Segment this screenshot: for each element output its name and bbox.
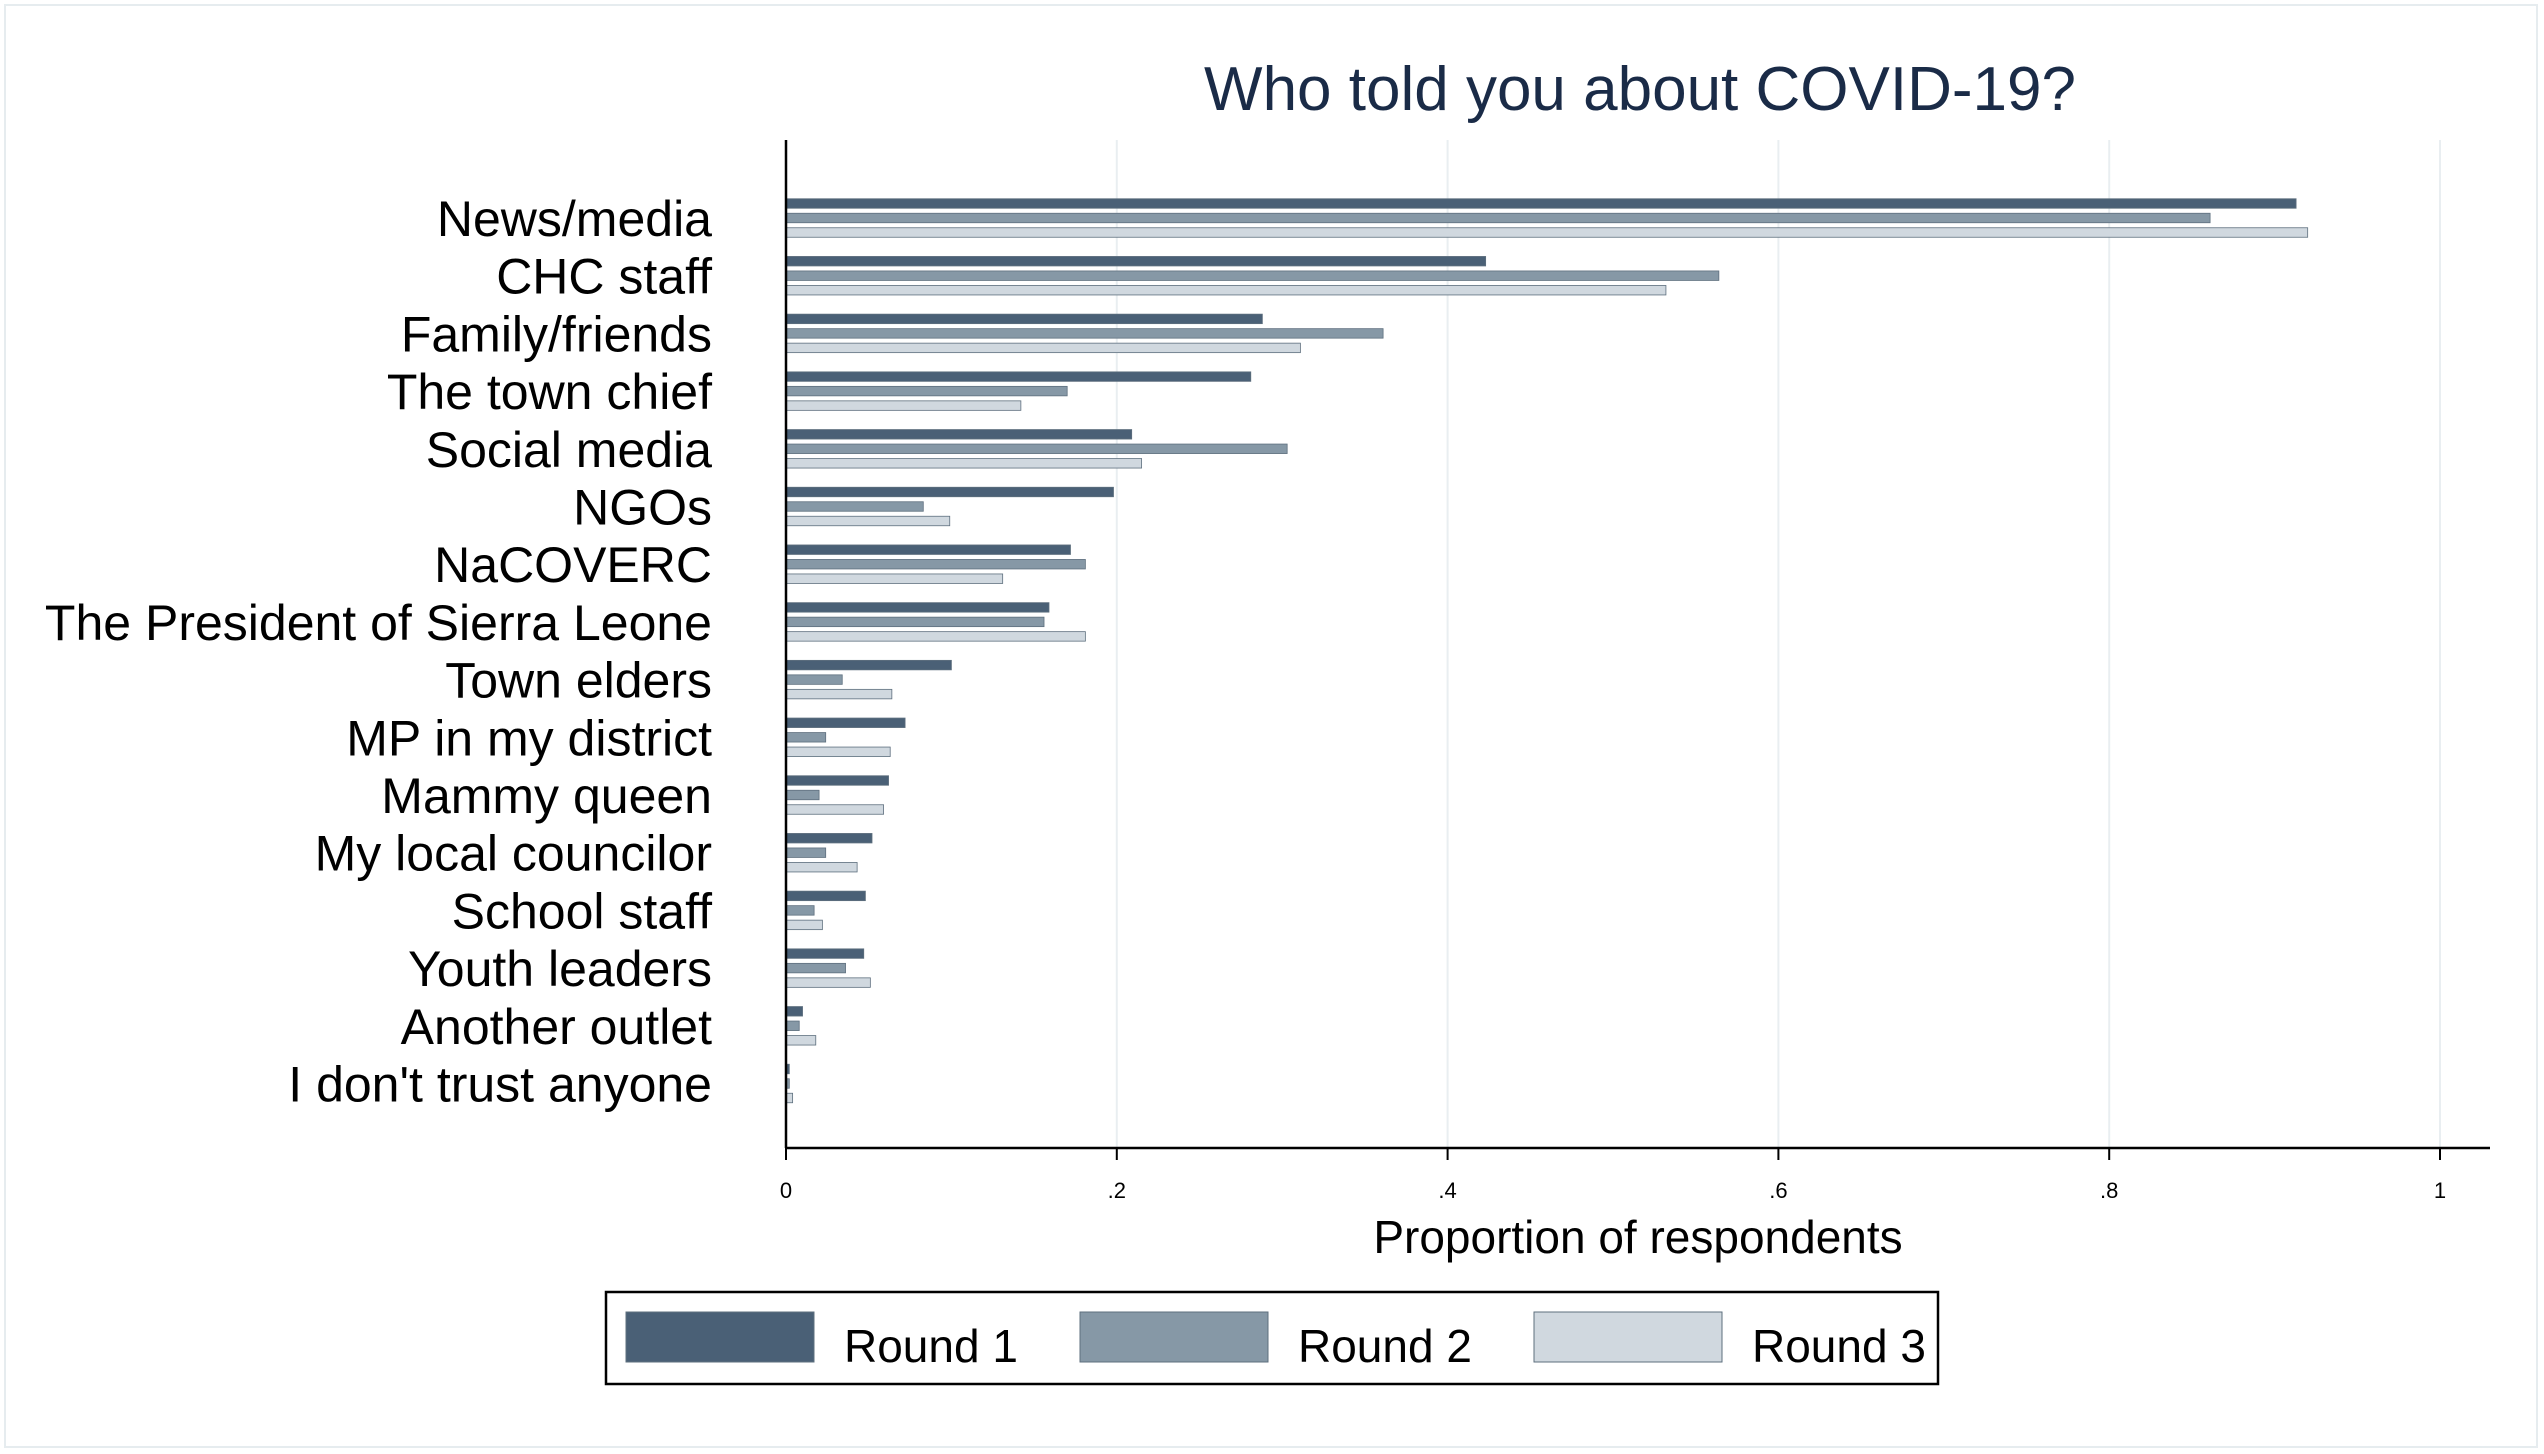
category-label: Mammy queen <box>381 768 712 824</box>
bar-round-3 <box>785 400 1022 411</box>
bar-round-2 <box>785 559 1086 570</box>
bar-round-2 <box>785 385 1068 397</box>
legend-swatch-round-2 <box>1079 1311 1269 1363</box>
legend-label: Round 1 <box>844 1320 1018 1372</box>
bar-round-3 <box>785 746 891 757</box>
category-label: My local councilor <box>315 826 712 882</box>
bar-round-2 <box>785 847 827 858</box>
bar-round-3 <box>785 458 1143 469</box>
bar-round-3 <box>785 227 2309 238</box>
bar-round-1 <box>785 486 1114 498</box>
bar-round-1 <box>785 198 2297 209</box>
bar-round-3 <box>785 977 871 988</box>
bar-round-2 <box>785 212 2211 224</box>
x-tick-label: 0 <box>780 1178 792 1203</box>
bar-round-1 <box>785 544 1071 555</box>
legend-label: Round 2 <box>1298 1320 1472 1372</box>
chart-frame <box>4 4 2538 1448</box>
category-label: NaCOVERC <box>434 537 712 593</box>
category-label: News/media <box>437 191 712 247</box>
bar-round-1 <box>785 602 1050 613</box>
x-tick-label: .8 <box>2100 1178 2118 1203</box>
bar-round-2 <box>785 674 843 685</box>
bar-round-2 <box>785 501 924 512</box>
bar-round-2 <box>785 905 815 916</box>
category-label: School staff <box>452 883 712 939</box>
bar-round-3 <box>785 515 951 527</box>
bar-round-1 <box>785 890 866 902</box>
category-label: The town chief <box>387 364 712 420</box>
bar-round-2 <box>785 732 827 743</box>
bar-round-2 <box>785 1020 800 1031</box>
bar-round-1 <box>785 717 906 728</box>
bar-round-1 <box>785 1006 803 1017</box>
bar-round-1 <box>785 371 1252 382</box>
x-tick-label: .4 <box>1438 1178 1456 1203</box>
bar-round-1 <box>785 948 865 959</box>
legend-swatch-round-1 <box>625 1311 815 1363</box>
x-tick-label: 1 <box>2434 1178 2446 1203</box>
category-label: I don't trust anyone <box>288 1057 712 1113</box>
bar-round-2 <box>785 789 820 801</box>
category-label: The President of Sierra Leone <box>45 595 712 651</box>
legend-swatch-round-3 <box>1533 1311 1723 1363</box>
bar-round-1 <box>785 313 1263 325</box>
legend-label: Round 3 <box>1752 1320 1926 1372</box>
bar-round-1 <box>785 256 1487 267</box>
bar-round-3 <box>785 573 1004 584</box>
category-label: Social media <box>426 422 712 478</box>
bar-round-3 <box>785 862 858 873</box>
category-label: MP in my district <box>346 710 712 766</box>
bar-round-3 <box>785 1035 817 1046</box>
gridlines <box>1115 140 2441 1148</box>
bars <box>785 198 2309 1104</box>
bar-round-2 <box>785 270 1720 281</box>
legend: Round 1 Round 2 Round 3 <box>604 1290 1940 1386</box>
chart-title: Who told you about COVID-19? <box>1204 55 2076 124</box>
bar-round-3 <box>785 804 884 815</box>
category-label: NGOs <box>573 480 712 536</box>
category-label: CHC staff <box>496 249 712 305</box>
bar-round-2 <box>785 443 1288 454</box>
bar-round-3 <box>785 631 1086 642</box>
x-tick-label: .2 <box>1108 1178 1126 1203</box>
bar-round-3 <box>785 342 1301 354</box>
bar-round-3 <box>785 285 1667 296</box>
category-label: Town elders <box>445 653 712 709</box>
bar-round-1 <box>785 429 1133 440</box>
bar-round-2 <box>785 616 1045 628</box>
bar-round-3 <box>785 919 823 931</box>
category-label: Family/friends <box>401 306 712 362</box>
x-tick-label: .6 <box>1769 1178 1787 1203</box>
bar-round-1 <box>785 775 889 786</box>
bar-round-2 <box>785 962 846 974</box>
category-label: Youth leaders <box>408 941 712 997</box>
x-axis-title: Proportion of respondents <box>1373 1211 1902 1263</box>
axes: 0 .2 .4 .6 .8 1 <box>780 140 2490 1203</box>
category-label: Another outlet <box>401 999 712 1055</box>
bar-round-1 <box>785 659 952 671</box>
bar-round-2 <box>785 328 1384 339</box>
bar-round-3 <box>785 688 893 700</box>
bar-round-1 <box>785 833 873 844</box>
